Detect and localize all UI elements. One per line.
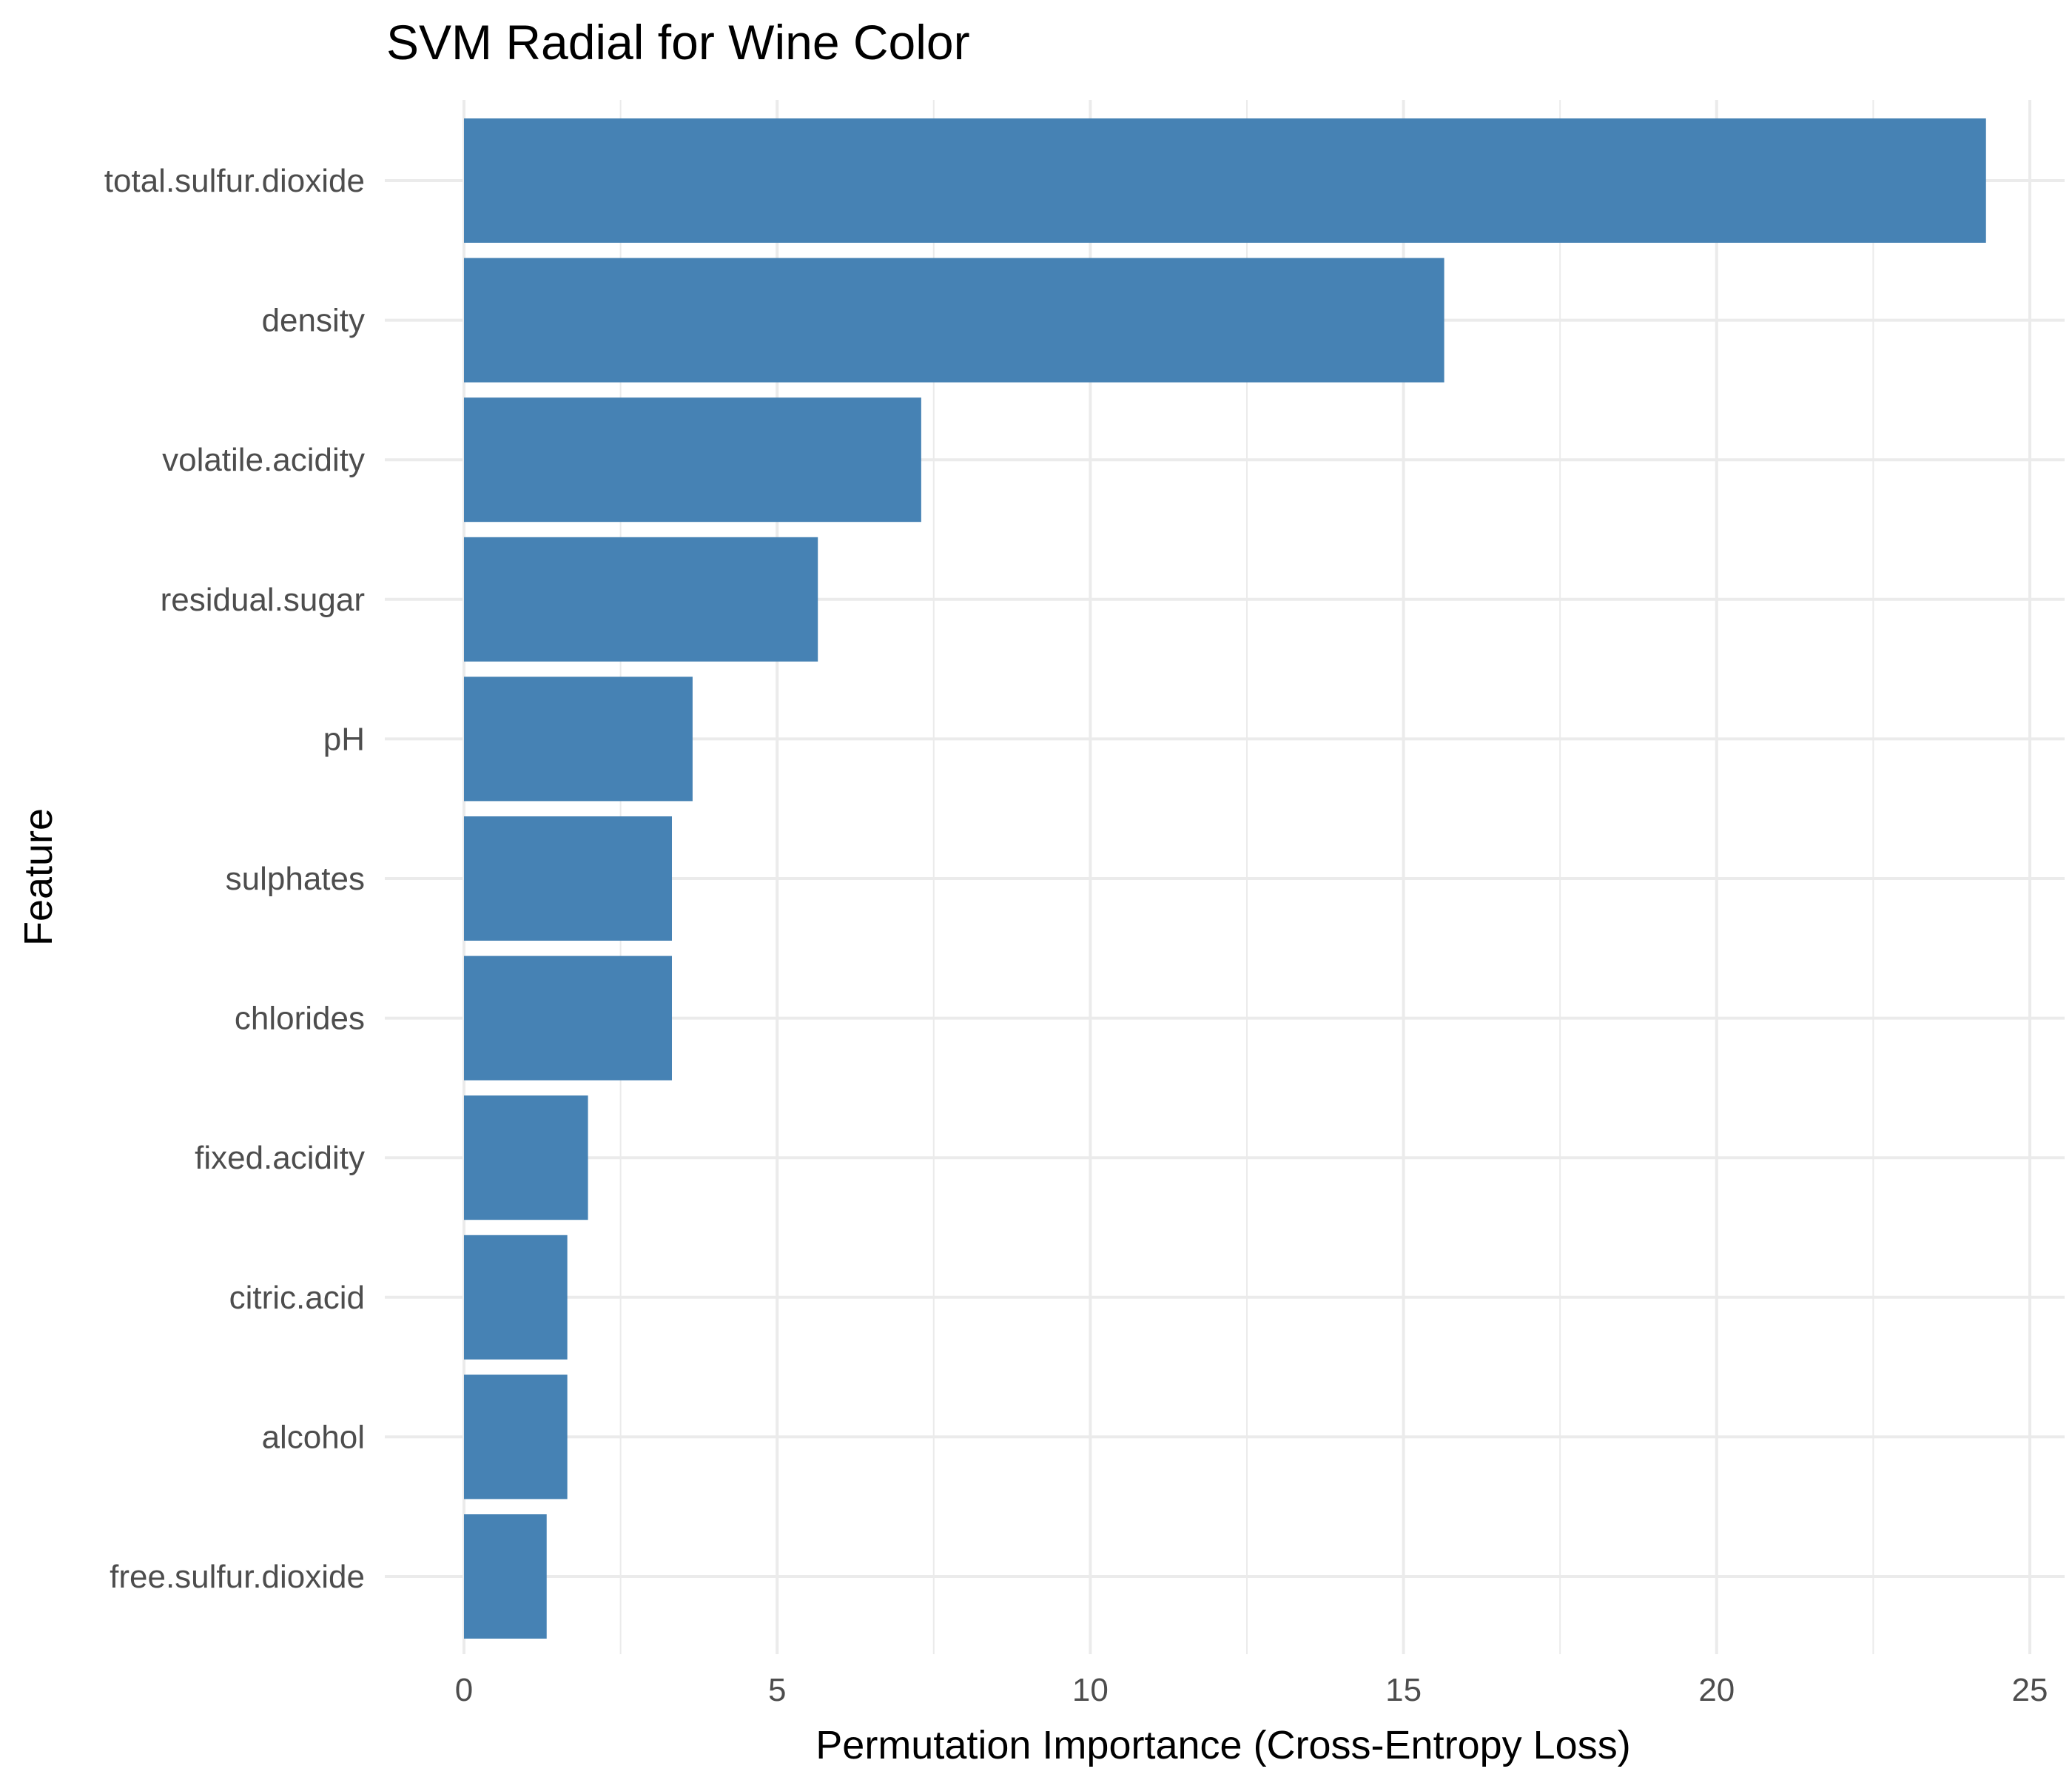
bars (464, 118, 1986, 1639)
y-tick-label: total.sulfur.dioxide (104, 163, 365, 199)
x-axis-title: Permutation Importance (Cross-Entropy Lo… (815, 1723, 1630, 1767)
x-tick-label: 10 (1072, 1672, 1109, 1708)
x-axis-ticks: 0 5 10 15 20 25 (455, 1672, 2048, 1708)
x-tick-label: 5 (768, 1672, 786, 1708)
bar-total.sulfur.dioxide (464, 118, 1986, 243)
y-axis-title: Feature (16, 808, 61, 946)
x-tick-label: 0 (455, 1672, 473, 1708)
bar-residual.sugar (464, 537, 818, 662)
y-tick-label: pH (323, 721, 365, 757)
y-tick-label: citric.acid (229, 1280, 365, 1316)
bar-fixed.acidity (464, 1095, 588, 1220)
bar-citric.acid (464, 1235, 568, 1360)
bar-density (464, 258, 1444, 383)
y-tick-label: fixed.acidity (195, 1140, 365, 1176)
bar-volatile.acidity (464, 397, 921, 523)
y-tick-label: sulphates (226, 861, 365, 897)
y-tick-label: volatile.acidity (162, 442, 365, 478)
chart-title: SVM Radial for Wine Color (386, 15, 970, 70)
y-tick-label: density (262, 303, 365, 339)
bar-free.sulfur.dioxide (464, 1514, 547, 1639)
x-tick-label: 15 (1385, 1672, 1422, 1708)
x-tick-label: 20 (1698, 1672, 1735, 1708)
y-tick-label: chlorides (235, 1001, 365, 1037)
bar-sulphates (464, 816, 673, 941)
bar-alcohol (464, 1374, 568, 1499)
y-tick-label: free.sulfur.dioxide (110, 1559, 365, 1595)
x-tick-label: 25 (2012, 1672, 2048, 1708)
bar-pH (464, 676, 693, 802)
y-tick-label: alcohol (262, 1419, 365, 1455)
bar-chlorides (464, 956, 673, 1081)
y-axis-ticks: total.sulfur.dioxide density volatile.acid… (104, 163, 365, 1595)
y-tick-label: residual.sugar (161, 582, 365, 618)
